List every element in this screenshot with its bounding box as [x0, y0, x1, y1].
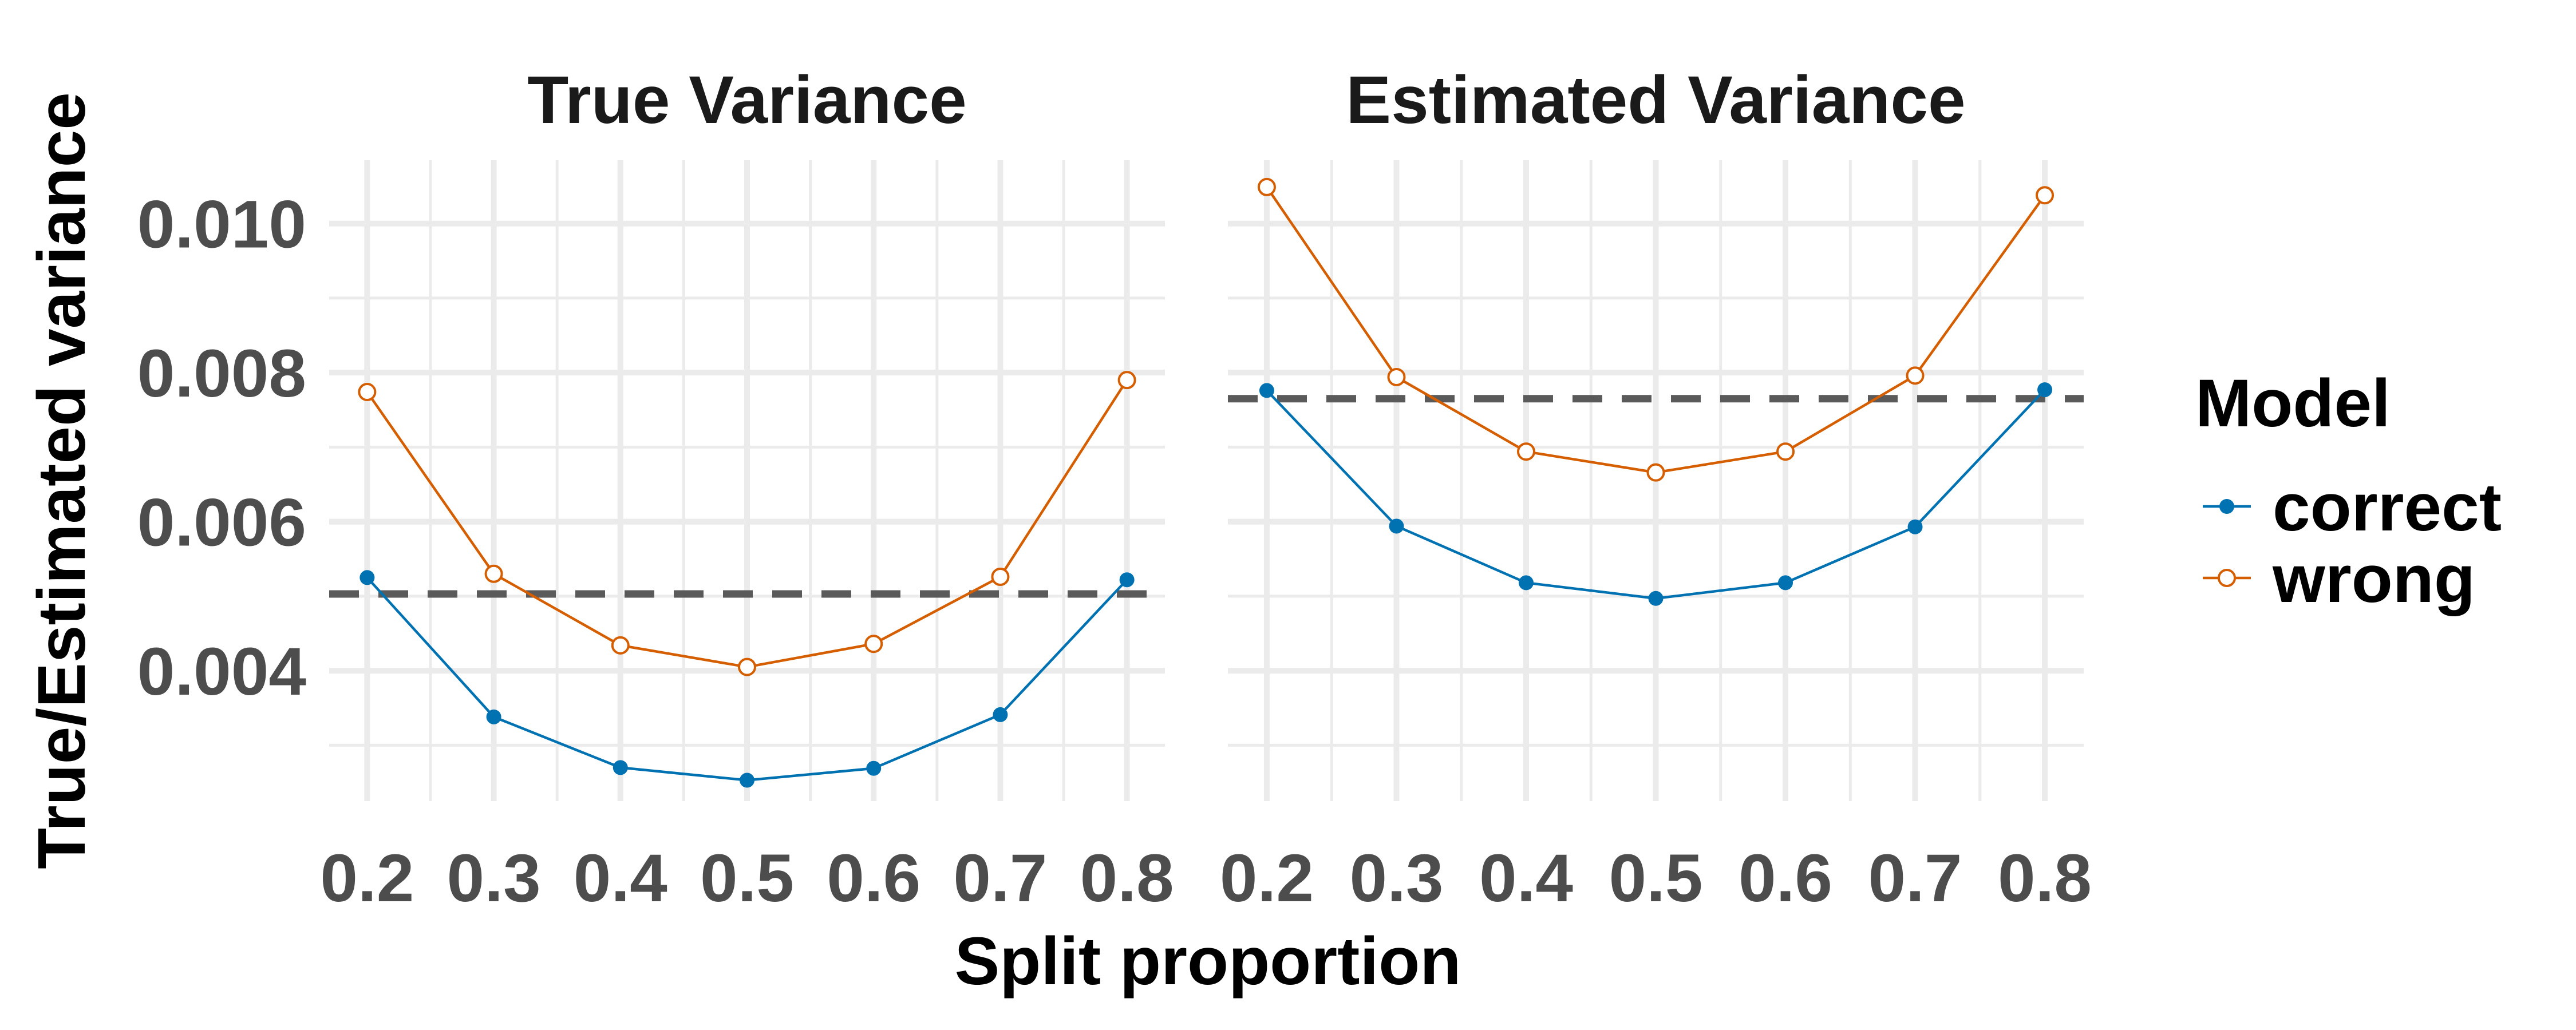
series-wrong	[1257, 177, 2055, 482]
x-tick-label: 0.3	[447, 841, 541, 916]
legend-title: Model	[2195, 366, 2391, 441]
x-tick-label: 0.3	[1349, 841, 1443, 916]
series-correct	[1259, 382, 2053, 606]
x-tick-label: 0.2	[1220, 841, 1314, 916]
data-point-correct	[993, 707, 1008, 722]
y-tick-label: 0.008	[137, 336, 306, 411]
data-point-wrong	[1776, 442, 1795, 461]
x-tick-label: 0.5	[1609, 841, 1702, 916]
data-point-wrong	[1117, 371, 1136, 390]
data-point-wrong	[484, 564, 503, 583]
panel-title: Estimated Variance	[1346, 62, 1965, 138]
data-point-correct	[740, 772, 754, 788]
data-point-wrong	[611, 636, 630, 655]
x-tick-labels: 0.2 0.3 0.4 0.5 0.6 0.7 0.8	[320, 841, 1174, 916]
data-point-correct	[486, 709, 501, 724]
x-tick-label: 0.4	[1479, 841, 1573, 916]
data-point-wrong	[1387, 367, 1406, 386]
data-point-correct	[1907, 519, 1923, 534]
legend-key-marker	[2219, 499, 2234, 514]
x-tick-label: 0.2	[320, 841, 414, 916]
panel-title: True Variance	[527, 62, 966, 138]
data-point-wrong	[1646, 463, 1665, 482]
legend-label-wrong: wrong	[2272, 541, 2475, 617]
data-point-correct	[1518, 575, 1534, 591]
panel-2: Estimated Variance 0.2 0.3 0.4 0.5 0.6 0.7 0.8	[1220, 62, 2092, 916]
data-point-wrong	[864, 635, 883, 653]
y-tick-label: 0.004	[137, 634, 306, 710]
major-gridlines	[329, 160, 1165, 801]
legend-key-marker	[2218, 569, 2236, 587]
data-point-wrong	[1516, 442, 1535, 461]
series-correct	[359, 570, 1135, 788]
x-tick-label: 0.7	[1868, 841, 1962, 916]
data-point-wrong	[2036, 186, 2055, 205]
x-tick-labels: 0.2 0.3 0.4 0.5 0.6 0.7 0.8	[1220, 841, 2092, 916]
x-tick-label: 0.6	[1739, 841, 1832, 916]
data-point-wrong	[1257, 177, 1276, 196]
data-point-correct	[1648, 591, 1664, 606]
x-tick-label: 0.4	[574, 841, 667, 916]
data-point-correct	[1778, 575, 1793, 591]
x-axis-title: Split proportion	[955, 924, 1461, 999]
x-tick-label: 0.6	[827, 841, 920, 916]
y-tick-label: 0.006	[137, 485, 306, 561]
data-point-correct	[613, 760, 628, 775]
legend-key-correct: correct	[2203, 470, 2502, 545]
data-point-wrong	[991, 568, 1010, 586]
data-point-wrong	[738, 657, 756, 676]
data-point-correct	[1119, 572, 1135, 588]
data-point-wrong	[358, 383, 377, 402]
y-axis-title: True/Estimated variance	[24, 92, 100, 869]
data-point-correct	[1259, 383, 1274, 398]
series-wrong	[358, 371, 1136, 676]
legend-key-wrong: wrong	[2203, 541, 2475, 617]
data-point-correct	[2037, 382, 2053, 398]
x-tick-label: 0.7	[953, 841, 1047, 916]
x-tick-label: 0.8	[1998, 841, 2092, 916]
panel-1: True Variance 0.2 0.3 0.4 0.5 0.6 0.7 0.8	[320, 62, 1174, 916]
y-tick-label: 0.010	[137, 187, 306, 263]
legend-label-correct: correct	[2273, 470, 2502, 545]
major-gridlines	[1228, 160, 2084, 801]
data-point-correct	[1389, 518, 1404, 534]
x-tick-label: 0.8	[1080, 841, 1174, 916]
x-tick-label: 0.5	[700, 841, 794, 916]
data-point-correct	[359, 570, 375, 585]
y-axis: 0.004 0.006 0.008 0.010	[137, 187, 306, 710]
data-point-correct	[866, 760, 882, 776]
data-point-wrong	[1906, 366, 1925, 385]
